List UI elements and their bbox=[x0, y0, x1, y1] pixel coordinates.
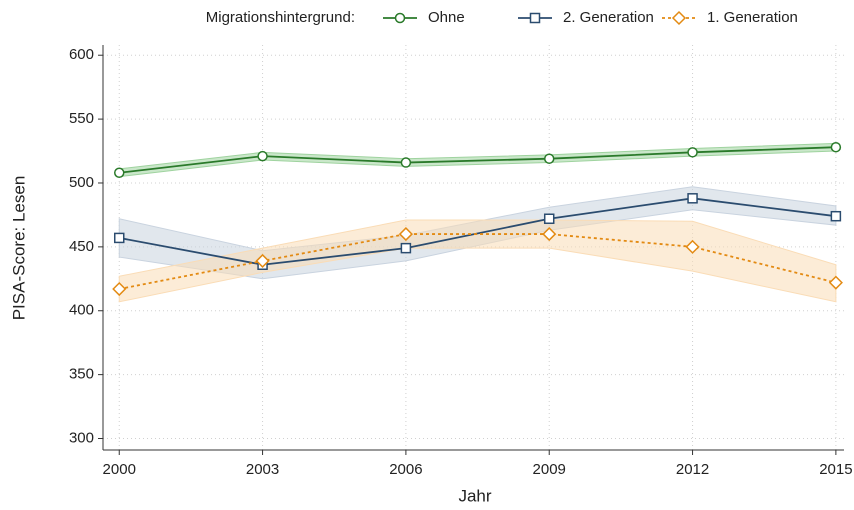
y-tick-label: 350 bbox=[69, 366, 94, 383]
y-tick-label: 300 bbox=[69, 429, 94, 446]
y-tick-label: 600 bbox=[69, 46, 94, 63]
y-tick-label: 450 bbox=[69, 238, 94, 255]
legend-marker bbox=[394, 12, 406, 24]
x-tick-label: 2015 bbox=[819, 461, 852, 478]
legend-marker bbox=[671, 10, 687, 26]
marker bbox=[255, 253, 270, 268]
series-line bbox=[119, 233, 837, 290]
marker bbox=[687, 193, 698, 204]
marker bbox=[685, 239, 700, 254]
marker bbox=[543, 213, 555, 225]
x-tick-label: 2009 bbox=[533, 461, 566, 478]
marker bbox=[398, 227, 413, 242]
legend-label: 1. Generation bbox=[707, 9, 798, 26]
marker bbox=[112, 281, 127, 297]
marker bbox=[400, 157, 412, 168]
marker bbox=[828, 275, 843, 290]
legend-label: 2. Generation bbox=[563, 9, 654, 26]
x-tick-label: 2000 bbox=[103, 461, 136, 478]
marker bbox=[257, 150, 268, 162]
legend-marker bbox=[529, 12, 541, 24]
marker bbox=[543, 153, 555, 164]
marker bbox=[113, 232, 125, 244]
series-line bbox=[119, 146, 836, 174]
marker bbox=[830, 210, 842, 222]
legend-title: Migrationshintergrund: bbox=[206, 9, 355, 26]
marker bbox=[542, 227, 557, 242]
y-tick-label: 550 bbox=[69, 110, 94, 127]
marker bbox=[687, 147, 698, 158]
marker bbox=[113, 167, 125, 179]
x-tick-label: 2003 bbox=[246, 461, 279, 478]
y-axis-label: PISA-Score: Lesen bbox=[9, 176, 28, 321]
series-line bbox=[119, 197, 836, 266]
x-tick-label: 2006 bbox=[389, 461, 422, 478]
y-tick-label: 500 bbox=[69, 174, 94, 191]
marker bbox=[830, 141, 842, 153]
y-tick-label: 400 bbox=[69, 302, 94, 319]
x-tick-label: 2012 bbox=[676, 461, 709, 478]
x-axis-label: Jahr bbox=[458, 486, 491, 505]
legend-label: Ohne bbox=[428, 9, 465, 26]
confidence-band bbox=[118, 219, 837, 303]
marker bbox=[400, 242, 412, 254]
